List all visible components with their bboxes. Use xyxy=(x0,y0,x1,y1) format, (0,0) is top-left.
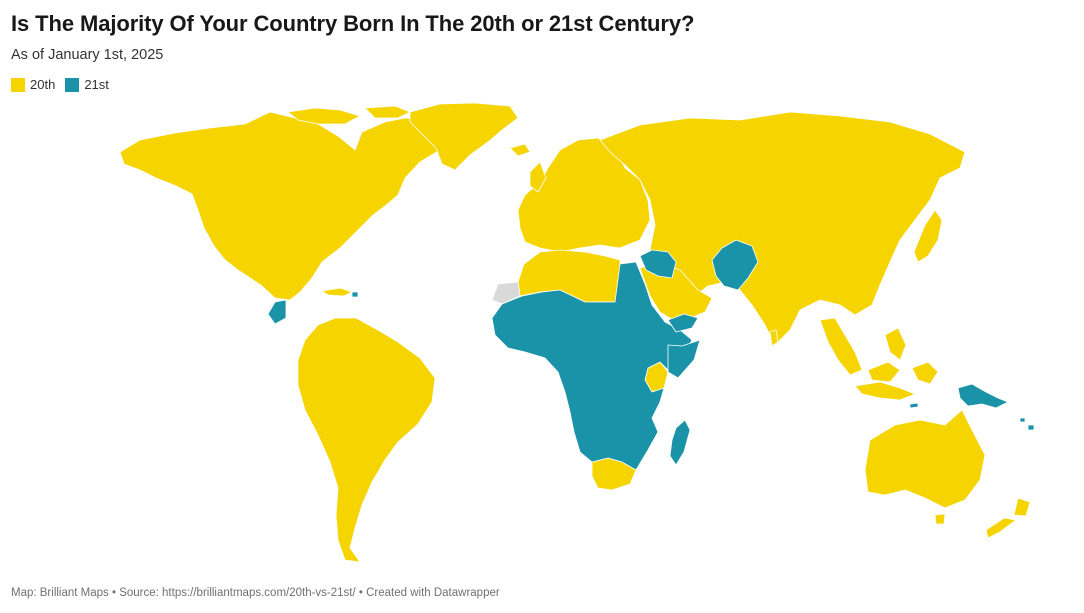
region-southeast-asia xyxy=(819,317,939,401)
region-north-america xyxy=(119,111,446,301)
region-greenland xyxy=(409,102,519,171)
region-sub-saharan-africa xyxy=(491,261,693,471)
region-uk-iceland xyxy=(509,143,547,193)
region-south-america xyxy=(297,317,436,563)
source-footer: Map: Brilliant Maps • Source: https://br… xyxy=(11,587,500,599)
region-guatemala xyxy=(267,299,287,325)
legend-label-20th: 20th xyxy=(30,77,56,92)
region-arctic-islands xyxy=(287,105,411,125)
legend-swatch-20th xyxy=(11,77,25,92)
world-map xyxy=(119,102,1035,563)
region-solomon-islands xyxy=(1019,417,1035,431)
region-pakistan-afghanistan xyxy=(711,239,759,291)
legend-item-21st: 21st xyxy=(65,77,109,92)
legend: 20th 21st xyxy=(11,77,119,92)
page-title: Is The Majority Of Your Country Born In … xyxy=(11,11,695,36)
region-australia xyxy=(864,409,986,509)
region-new-zealand xyxy=(985,497,1031,539)
region-haiti xyxy=(351,291,359,298)
region-japan xyxy=(913,209,943,263)
region-sri-lanka xyxy=(769,329,779,347)
region-western-sahara xyxy=(491,281,521,305)
region-timor-leste xyxy=(909,402,919,409)
page-subtitle: As of January 1st, 2025 xyxy=(11,47,164,63)
region-iraq-syria xyxy=(639,249,677,279)
region-yemen xyxy=(667,313,699,333)
legend-swatch-21st xyxy=(65,77,80,92)
legend-label-21st: 21st xyxy=(84,77,109,92)
region-papua-new-guinea xyxy=(957,383,1009,409)
region-somalia xyxy=(667,339,701,379)
region-caribbean xyxy=(321,287,353,297)
legend-item-20th: 20th xyxy=(11,77,55,92)
region-madagascar xyxy=(669,419,691,466)
region-tasmania xyxy=(934,513,946,525)
